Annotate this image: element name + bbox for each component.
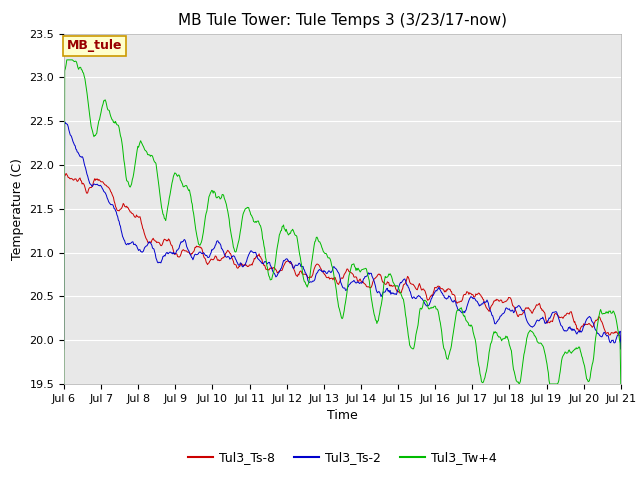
Y-axis label: Temperature (C): Temperature (C) (11, 158, 24, 260)
X-axis label: Time: Time (327, 409, 358, 422)
Text: MB_tule: MB_tule (67, 39, 122, 52)
Title: MB Tule Tower: Tule Temps 3 (3/23/17-now): MB Tule Tower: Tule Temps 3 (3/23/17-now… (178, 13, 507, 28)
Legend: Tul3_Ts-8, Tul3_Ts-2, Tul3_Tw+4: Tul3_Ts-8, Tul3_Ts-2, Tul3_Tw+4 (183, 446, 502, 469)
